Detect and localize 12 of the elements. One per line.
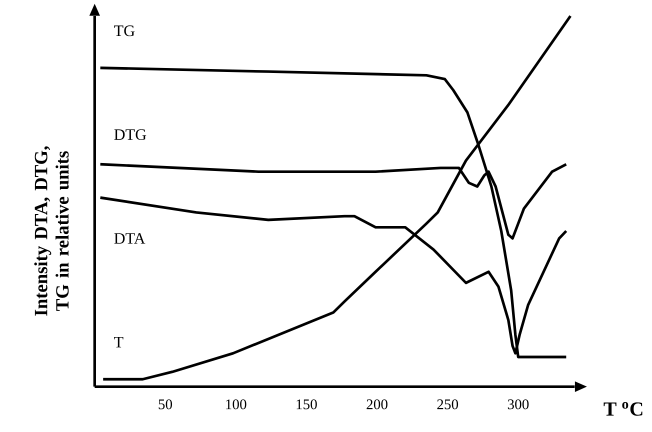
series-label: DTG [114, 129, 146, 140]
x-tick-label: 300 [508, 399, 529, 410]
series-label: DTA [114, 233, 146, 244]
y-axis-title: Intensity DTA, DTG, TG in relative units [34, 146, 69, 316]
x-tick-label: 200 [366, 399, 388, 410]
series-label: TG [114, 25, 135, 36]
x-tick-label: 50 [158, 399, 172, 410]
series-label: T [114, 336, 124, 348]
x-tick-label: 150 [296, 399, 317, 410]
x-tick-label: 100 [226, 399, 246, 410]
x-tick-label: 250 [437, 399, 458, 410]
x-axis-title: T $^{o}$C [604, 402, 642, 416]
